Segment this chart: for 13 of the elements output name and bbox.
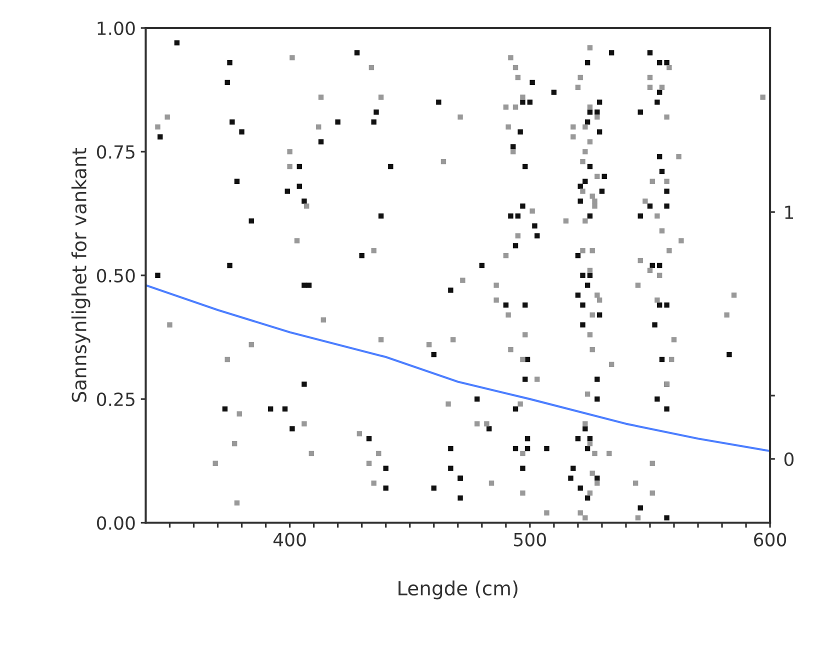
x-tick-label: 500 [514, 532, 546, 546]
x-tick-label: 400 [273, 532, 306, 546]
y-tick-label: 0.00 [96, 516, 135, 530]
y-tick-label: 0.75 [96, 145, 134, 159]
y-axis-title: Sannsynlighet for vankant [71, 148, 90, 402]
y2-tick-label: 1 [785, 206, 794, 219]
x-axis-title: Lengde (cm) [398, 580, 518, 600]
line-series [146, 284, 770, 452]
y-tick-label: 0.25 [96, 392, 134, 406]
y2-tick-label: 0 [784, 452, 794, 466]
y-tick-label: 0.50 [96, 268, 135, 282]
x-tick-label: 600 [754, 532, 786, 546]
y-tick-label: 1.00 [98, 21, 135, 36]
